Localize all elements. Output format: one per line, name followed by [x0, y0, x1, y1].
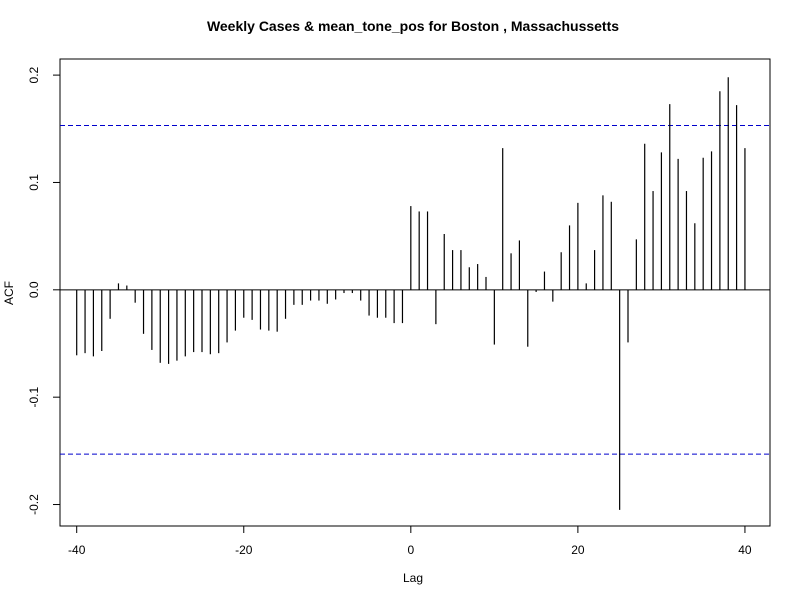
plot-frame	[59, 58, 771, 527]
x-tick-label: 40	[738, 543, 752, 557]
y-tick-label: 0.1	[27, 174, 41, 191]
y-tick-label: -0.2	[27, 494, 41, 515]
y-axis-label: ACF	[2, 281, 16, 305]
x-axis-label: Lag	[403, 571, 423, 585]
x-tick-label: -20	[235, 543, 253, 557]
x-tick-label: 0	[407, 543, 414, 557]
y-tick-label: -0.1	[27, 387, 41, 408]
y-tick-label: 0.0	[27, 281, 41, 298]
confidence-bands	[60, 125, 770, 455]
y-axis: -0.2 -0.1 0.0 0.1 0.2	[27, 66, 61, 515]
x-axis: -40 -20 0 20 40	[68, 525, 752, 557]
ccf-stems	[76, 77, 746, 510]
chart-title: Weekly Cases & mean_tone_pos for Boston …	[207, 18, 619, 34]
y-tick-label: 0.2	[27, 66, 41, 83]
x-tick-label: -40	[68, 543, 86, 557]
x-tick-label: 20	[571, 543, 585, 557]
